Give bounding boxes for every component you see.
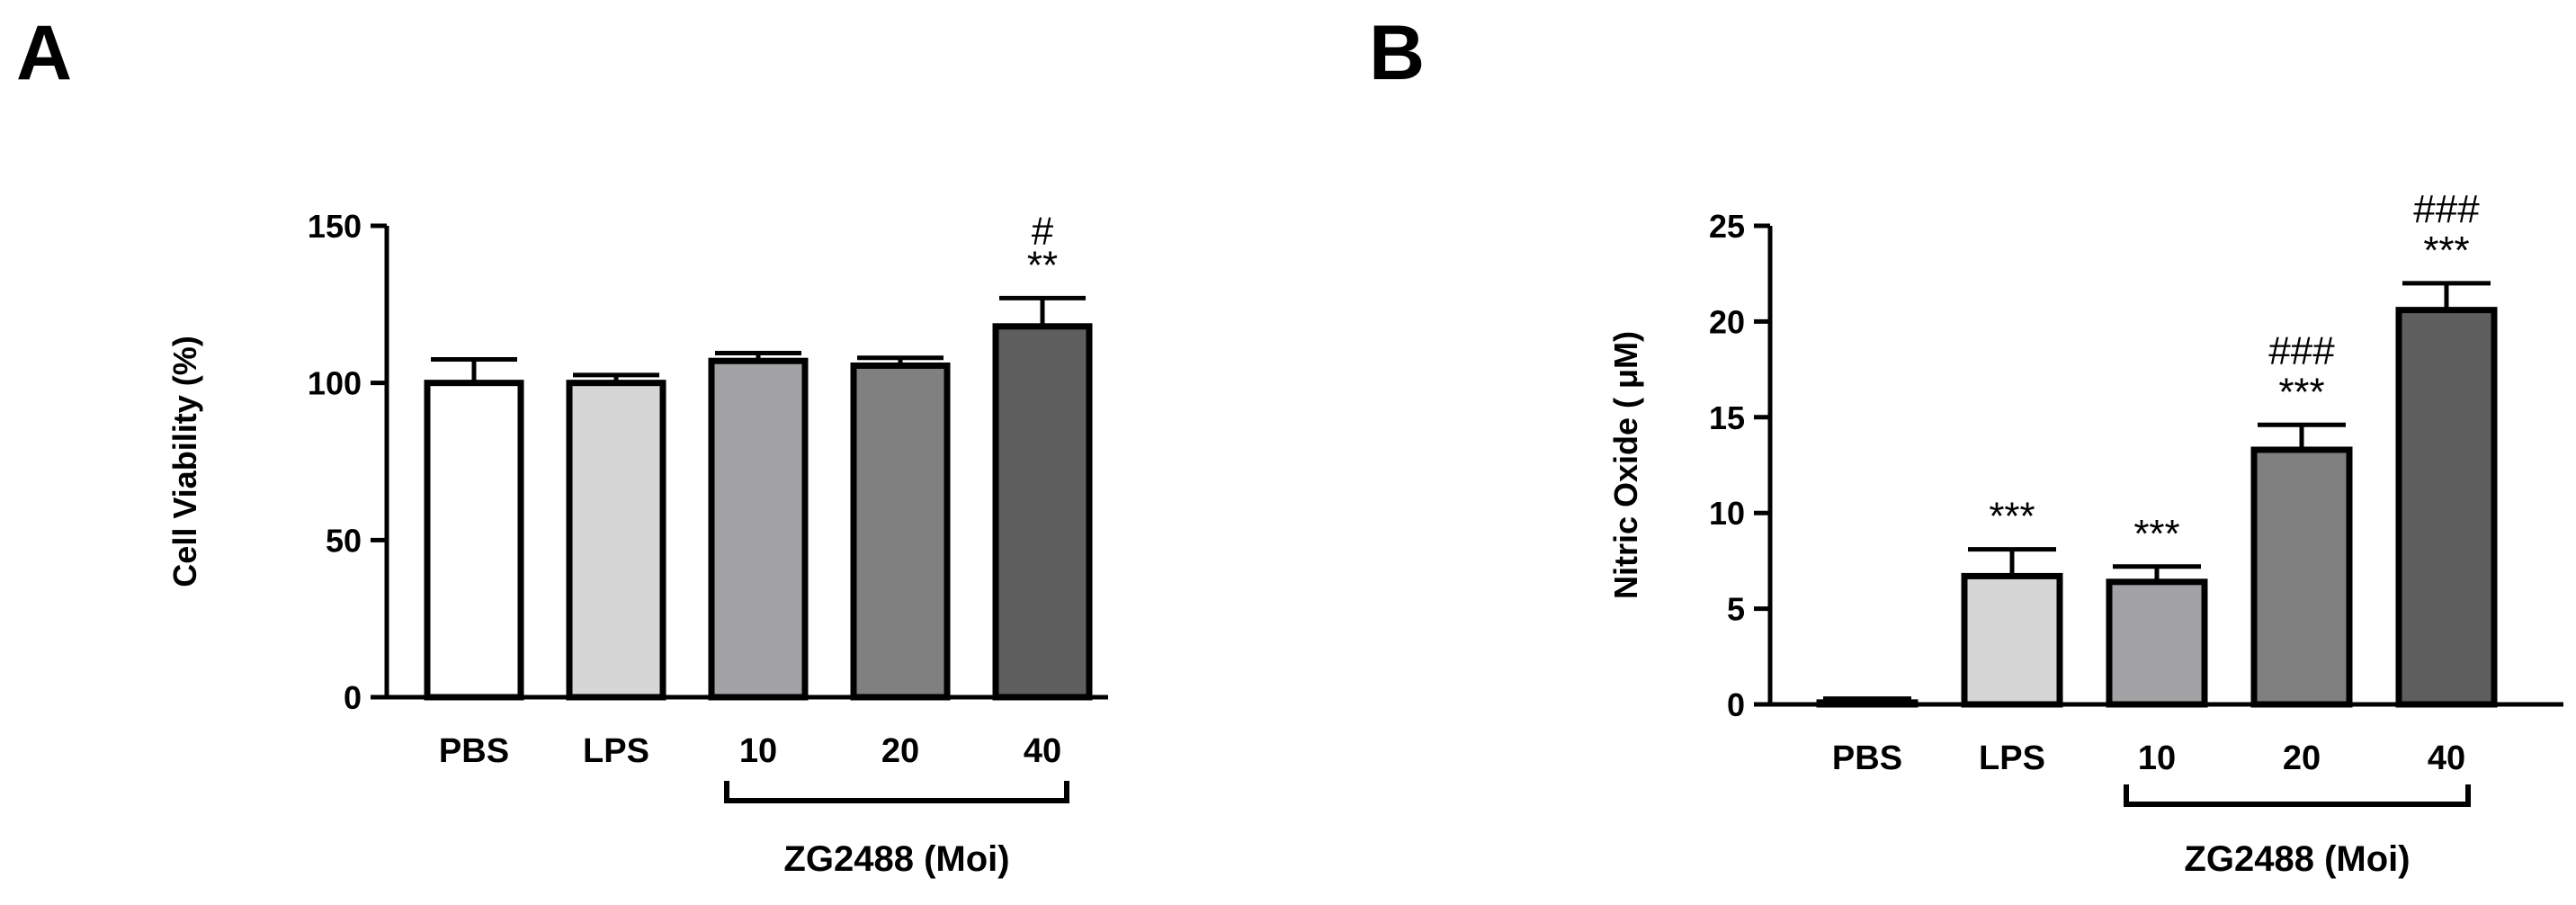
panel-a-y-tick-label: 50 [326, 522, 362, 559]
panel-a-bar [566, 380, 666, 701]
panel-b-significance-star: *** [2133, 512, 2179, 556]
panel-a-y-tick-label: 150 [308, 208, 362, 245]
panel-a-category-label: PBS [439, 732, 509, 770]
panel-b: B 0 5 10 15 20 25 Nitric Oxide ( μM) PBS LPS *** 1… [1369, 10, 2563, 879]
panel-a-significance-star: ** [1027, 243, 1058, 287]
panel-b-bar [2395, 307, 2498, 708]
panel-a-bar [424, 380, 524, 701]
panel-a-bar [850, 362, 951, 701]
panel-b-significance-star: *** [2278, 370, 2324, 414]
panel-a-bar [992, 323, 1093, 701]
panel-a-category-label: 10 [739, 732, 777, 770]
panel-a: A 0 50 100 150 Cell Viability (%) PBS LPS 10 20 4… [16, 10, 1108, 879]
panel-a-y-tick-label: 100 [308, 365, 362, 402]
panel-b-significance-hash: ### [2413, 187, 2480, 231]
panel-a-category-label: 20 [881, 732, 919, 770]
panel-a-y-axis-title: Cell Viability (%) [166, 336, 203, 587]
panel-b-bar [1961, 572, 2063, 708]
panel-a-category-label: 40 [1024, 732, 1061, 770]
panel-b-y-tick-label: 0 [1727, 686, 1745, 723]
panel-a-group-bracket [724, 781, 1069, 803]
panel-b-group-bracket [2124, 784, 2471, 807]
panel-b-significance-hash: ### [2268, 328, 2335, 372]
panel-b-y-tick-label: 5 [1727, 591, 1745, 628]
panel-b-bar [2106, 578, 2208, 708]
panel-b-y-tick-label: 10 [1709, 495, 1745, 532]
panel-b-letter: B [1369, 10, 1425, 96]
panel-b-group-label: ZG2488 (Moi) [2184, 839, 2410, 879]
panel-b-bar [1816, 699, 1919, 708]
panel-a-bar [708, 357, 809, 701]
panel-b-y-tick-label: 15 [1709, 399, 1745, 436]
panel-a-y-tick-label: 0 [344, 679, 362, 716]
panel-a-group-label: ZG2488 (Moi) [783, 839, 1009, 879]
panel-b-significance-star: *** [2423, 228, 2469, 273]
panel-a-category-label: LPS [583, 732, 649, 770]
panel-b-category-label: 10 [2138, 739, 2176, 777]
panel-b-y-tick-label: 25 [1709, 208, 1745, 245]
panel-b-category-label: PBS [1832, 739, 1902, 777]
panel-b-bar [2250, 446, 2353, 708]
panel-b-y-axis-title: Nitric Oxide ( μM) [1607, 331, 1644, 599]
panel-a-letter: A [16, 10, 72, 96]
panel-a-significance-hash: # [1032, 209, 1054, 253]
panel-b-y-tick-label: 20 [1709, 303, 1745, 340]
panel-b-category-label: 40 [2428, 739, 2465, 777]
panel-b-category-label: LPS [1979, 739, 2045, 777]
panel-b-category-label: 20 [2283, 739, 2321, 777]
panel-b-significance-star: *** [1989, 495, 2035, 539]
